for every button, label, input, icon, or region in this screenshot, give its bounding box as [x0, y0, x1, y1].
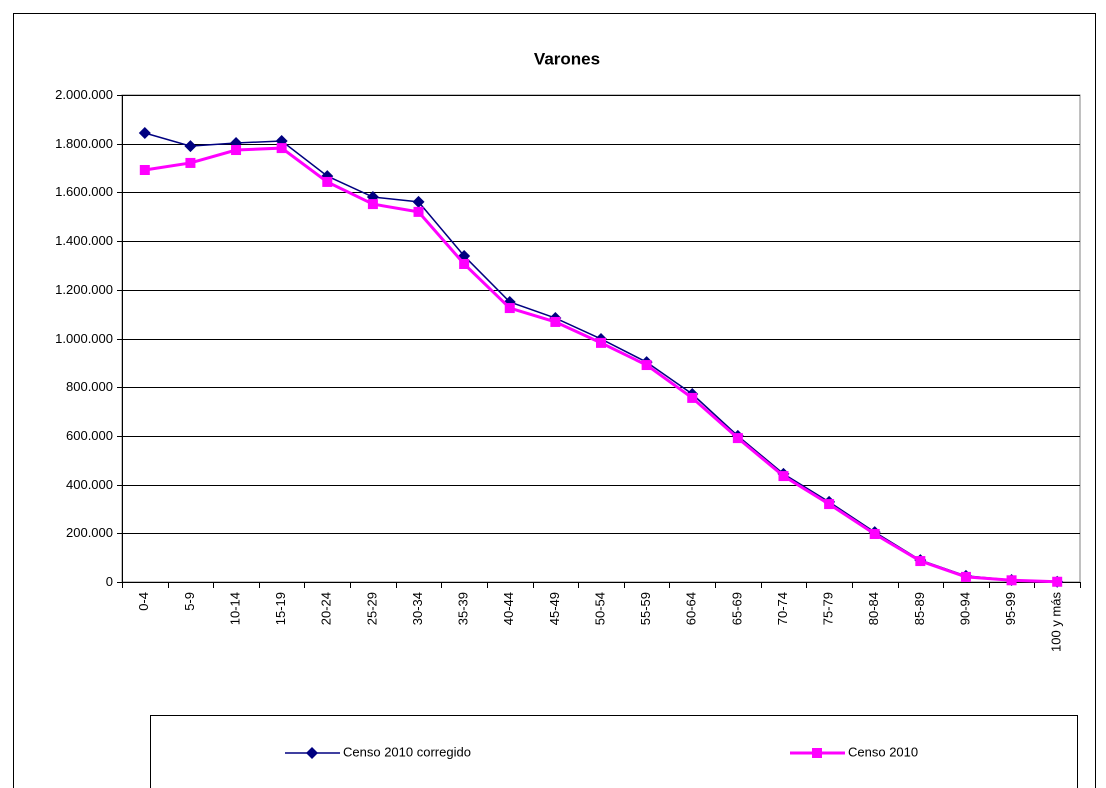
x-tick-label: 25-29	[364, 592, 379, 625]
data-point	[641, 360, 652, 371]
data-point	[459, 258, 470, 269]
chart-title: Varones	[534, 49, 600, 68]
y-tick-label: 400.000	[66, 477, 113, 492]
x-tick-label: 15-19	[273, 592, 288, 625]
y-tick-label: 800.000	[66, 379, 113, 394]
x-tick-label: 85-89	[912, 592, 927, 625]
data-point	[687, 392, 698, 403]
x-tick-label: 35-39	[456, 592, 471, 625]
x-tick-label: 30-34	[410, 592, 425, 625]
data-point	[869, 529, 880, 540]
y-tick-label: 200.000	[66, 525, 113, 540]
legend-label: Censo 2010	[848, 744, 918, 759]
x-tick-label: 95-99	[1003, 592, 1018, 625]
y-tick-label: 1.400.000	[55, 233, 113, 248]
data-point	[915, 556, 926, 567]
data-point	[824, 499, 835, 510]
y-tick-label: 1.800.000	[55, 136, 113, 151]
data-point	[185, 157, 196, 168]
x-tick-label: 45-49	[547, 592, 562, 625]
y-tick-label: 2.000.000	[55, 87, 113, 102]
data-point	[732, 433, 743, 444]
data-point	[322, 176, 333, 187]
legend-box	[150, 715, 1078, 788]
x-tick-label: 65-69	[729, 592, 744, 625]
y-tick-label: 600.000	[66, 428, 113, 443]
x-tick-label: 60-64	[684, 592, 699, 625]
x-tick-label: 100 y más	[1049, 592, 1064, 652]
x-tick-label: 0-4	[136, 592, 151, 611]
data-point	[367, 199, 378, 210]
y-tick-label: 1.200.000	[55, 282, 113, 297]
data-point	[504, 303, 515, 314]
data-point	[550, 316, 561, 327]
legend-label: Censo 2010 corregido	[343, 744, 471, 759]
data-point	[596, 337, 606, 348]
legend-marker	[306, 747, 318, 759]
legend-marker	[812, 748, 822, 758]
x-tick-label: 50-54	[592, 592, 607, 625]
y-tick-label: 1.000.000	[55, 331, 113, 346]
x-tick-label: 20-24	[319, 592, 334, 625]
x-tick-label: 55-59	[638, 592, 653, 625]
x-tick-label: 40-44	[501, 592, 516, 625]
data-point	[960, 571, 971, 582]
x-tick-label: 75-79	[821, 592, 836, 625]
data-point	[231, 145, 242, 156]
y-tick-label: 1.600.000	[55, 184, 113, 199]
x-tick-label: 90-94	[957, 592, 972, 625]
x-tick-label: 5-9	[182, 592, 197, 611]
data-point	[1052, 576, 1063, 587]
x-tick-label: 10-14	[227, 592, 242, 625]
y-tick-label: 0	[106, 574, 113, 589]
data-point	[778, 471, 789, 482]
x-tick-label: 70-74	[775, 592, 790, 625]
data-point	[139, 164, 150, 175]
data-point	[412, 195, 425, 208]
data-point	[1006, 575, 1017, 586]
data-point	[413, 206, 424, 217]
series	[139, 143, 1063, 587]
x-tick-label: 80-84	[866, 592, 881, 625]
data-point	[138, 126, 151, 139]
data-point	[276, 143, 287, 154]
data-point	[184, 140, 197, 153]
